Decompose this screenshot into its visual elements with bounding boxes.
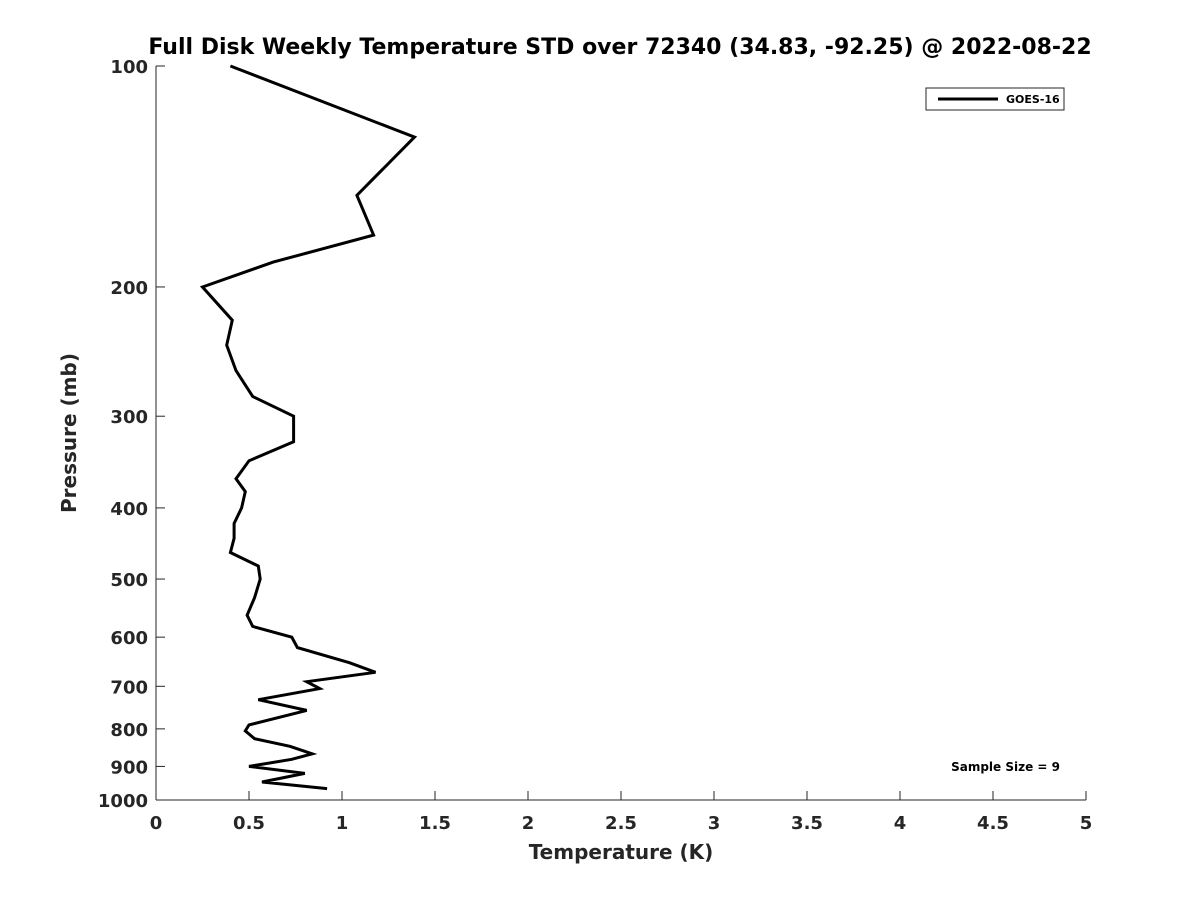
plot-axes	[155, 66, 1086, 801]
y-tick-label: 500	[110, 570, 148, 591]
series-line-goes-16	[199, 64, 418, 791]
x-tick-label: 2.5	[605, 813, 637, 834]
legend: GOES-16	[925, 87, 1065, 111]
legend-label: GOES-16	[1006, 93, 1060, 106]
y-tick-label: 900	[110, 757, 148, 778]
y-tick-label: 300	[110, 407, 148, 428]
x-tick-label: 1	[336, 813, 349, 834]
y-tick-label: 400	[110, 499, 148, 520]
y-tick-label: 800	[110, 720, 148, 741]
x-tick-label: 3.5	[791, 813, 823, 834]
x-tick-label: 5	[1080, 813, 1093, 834]
x-ticks: 0 0.5 1 1.5 2 2.5 3 3.5 4 4.5 5	[150, 791, 1093, 834]
y-tick-label: 200	[110, 278, 148, 299]
x-tick-label: 2	[522, 813, 535, 834]
y-tick-label: 700	[110, 677, 148, 698]
x-tick-label: 1.5	[419, 813, 451, 834]
x-tick-label: 0.5	[233, 813, 265, 834]
x-axis-label: Temperature (K)	[529, 840, 714, 864]
y-ticks: 100 200 300 400 500 600 700 800 900 1000	[98, 57, 165, 812]
y-axis-label: Pressure (mb)	[57, 353, 81, 513]
y-tick-label: 600	[110, 628, 148, 649]
x-tick-label: 4	[894, 813, 907, 834]
y-tick-label: 1000	[98, 791, 148, 812]
sample-size-annotation: Sample Size = 9	[951, 760, 1060, 774]
x-tick-label: 3	[708, 813, 721, 834]
y-tick-label: 100	[110, 57, 148, 78]
chart-title: Full Disk Weekly Temperature STD over 72…	[148, 35, 1091, 60]
x-tick-label: 4.5	[977, 813, 1009, 834]
x-tick-label: 0	[150, 813, 163, 834]
